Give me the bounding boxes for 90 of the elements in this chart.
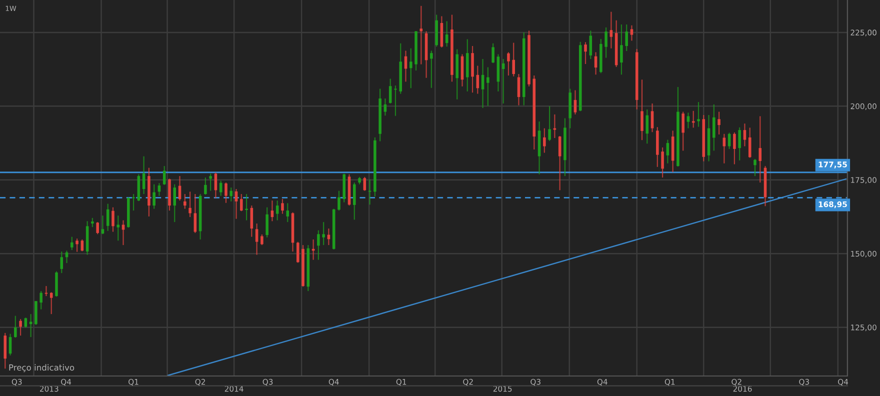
candlestick [76, 238, 78, 252]
candlestick [471, 45, 474, 94]
candlestick [728, 132, 731, 150]
candlestick [60, 250, 64, 274]
candlestick [625, 24, 628, 52]
candlestick [758, 116, 762, 184]
candlestick [270, 200, 274, 222]
candlestick [286, 202, 290, 223]
candlestick [91, 217, 94, 228]
candlestick [712, 104, 716, 152]
candlestick [24, 317, 28, 328]
candlestick [8, 333, 12, 356]
candlestick [106, 203, 110, 232]
candlestick [697, 101, 700, 128]
candlestick [50, 292, 53, 315]
candlestick [112, 206, 114, 232]
candlestick [486, 66, 490, 106]
candlestick [553, 114, 556, 139]
candlestick [188, 191, 192, 218]
candlestick [682, 111, 684, 152]
candlestick [456, 48, 458, 100]
candlestick [610, 11, 613, 49]
candlestick [481, 58, 484, 108]
candlestick [650, 102, 654, 133]
annotation: Preço indicativo [9, 364, 74, 372]
candlestick [574, 90, 577, 115]
candlestick [276, 200, 279, 221]
candlestick [718, 111, 720, 136]
candlestick [388, 78, 392, 104]
candlestick [214, 172, 218, 199]
candlestick [548, 106, 551, 142]
candlestick [230, 187, 233, 202]
candlestick [194, 193, 197, 234]
candlestick [40, 290, 42, 310]
candlestick [101, 215, 104, 235]
candlestick [604, 26, 608, 58]
candlestick [245, 193, 248, 221]
candlestick [255, 222, 258, 256]
candlestick [384, 98, 387, 116]
candlestick [738, 126, 741, 161]
candlestick [430, 50, 433, 88]
candlestick [640, 79, 644, 141]
candlestick [116, 215, 120, 242]
candlestick [281, 198, 284, 214]
candlestick [317, 230, 320, 260]
candlestick [686, 112, 690, 129]
candlestick [754, 158, 756, 177]
candlestick [96, 222, 99, 235]
candlestick [733, 132, 736, 165]
candlestick [352, 182, 356, 220]
candlestick [260, 234, 264, 246]
candlestick [692, 110, 695, 128]
candlestick [173, 184, 176, 223]
candlestick [19, 318, 22, 336]
candlestick [512, 42, 515, 77]
candlestick [748, 127, 752, 158]
candlestick [240, 193, 243, 212]
candlestick [219, 180, 222, 196]
candlestick [492, 42, 494, 64]
candlestick [34, 300, 38, 326]
candlestick [184, 193, 186, 210]
candlestick [266, 206, 268, 238]
candlestick [584, 42, 587, 65]
candlestick [630, 24, 634, 42]
candlestick [14, 315, 17, 338]
candlestick [55, 270, 58, 298]
candlestick [209, 173, 212, 192]
candlestick [661, 146, 664, 178]
candlestick [722, 133, 726, 164]
candlestick [507, 52, 510, 76]
candlestick [327, 228, 330, 246]
candlestick [409, 48, 412, 89]
candlestick [224, 182, 228, 204]
candlestick [743, 123, 746, 147]
candlestick [420, 5, 423, 65]
candlestick [162, 165, 166, 186]
candlestick [338, 190, 340, 212]
candlestick [620, 24, 623, 76]
candlestick [296, 241, 300, 264]
candlestick [558, 135, 562, 191]
candlestick [70, 236, 74, 251]
candlestick [322, 222, 325, 246]
candlestick [4, 332, 7, 370]
candlestick [29, 314, 32, 338]
candlestick [589, 30, 592, 60]
candlestick [152, 184, 156, 210]
candlestick [543, 128, 546, 154]
candlestick [646, 108, 649, 144]
candlestick [666, 139, 670, 164]
candlestick [204, 176, 207, 196]
